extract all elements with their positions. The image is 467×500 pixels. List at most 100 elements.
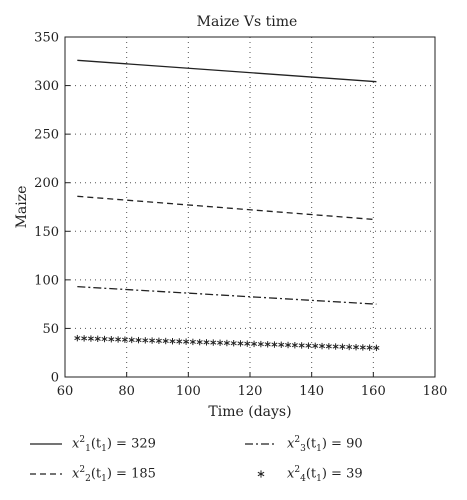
legend-swatch: [245, 443, 277, 445]
series-4-markers: [74, 334, 380, 352]
series-4-point: [332, 343, 339, 350]
legend-arg: (t: [90, 435, 102, 451]
legend-arg-sub: 1: [316, 473, 322, 484]
x-tick-label: 160: [361, 384, 386, 399]
legend-sub: 2: [85, 473, 91, 484]
chart: Maize Vs time 60 80 100 120 140 160 180 0 50 100…: [14, 14, 448, 420]
series-4-point: [366, 344, 373, 351]
x-tick-label: 80: [118, 384, 135, 399]
series-4-point: [237, 340, 244, 347]
legend-label: x22(t1) = 185: [72, 465, 156, 484]
x-tick-label: 60: [57, 384, 74, 399]
series-3-line: [77, 286, 377, 305]
x-tick-label: 180: [423, 384, 448, 399]
y-tick-label: 100: [34, 273, 59, 288]
legend-sub: 1: [85, 443, 91, 454]
legend-var: x: [287, 465, 295, 481]
legend-sup: 2: [79, 434, 86, 445]
legend-var: x: [72, 435, 80, 451]
legend-sup: 2: [294, 464, 301, 475]
legend-var: x: [287, 435, 295, 451]
legend-sup: 2: [79, 464, 86, 475]
series-4-point: [217, 339, 224, 346]
series-4-point: [278, 341, 285, 348]
series-4-point: [101, 335, 108, 343]
y-tick-label: 300: [34, 79, 59, 94]
series-4-point: [264, 341, 271, 348]
series-4-point: [189, 338, 196, 346]
series-4-point: [271, 341, 278, 348]
legend-item: x22(t1) = 185: [30, 464, 156, 484]
y-tick-label: 350: [34, 31, 59, 46]
series-4-point: [359, 344, 366, 351]
series-4-point: [257, 340, 264, 348]
y-tick-label: 0: [51, 371, 59, 386]
legend-sup: 2: [294, 434, 301, 445]
series-4-point: [169, 338, 176, 345]
series-4-point: [176, 338, 183, 345]
series-4-point: [196, 338, 203, 346]
legend-arg: (t: [90, 465, 102, 481]
series-4-point: [373, 344, 380, 352]
y-axis-label: Maize: [14, 186, 30, 229]
series-4-point: [87, 335, 94, 342]
series-4-point: [291, 342, 298, 349]
series-4-point: [155, 337, 162, 344]
grid: [65, 37, 435, 377]
series-4-point: [81, 335, 88, 342]
y-axis: 0 50 100 150 200 250 300 350: [34, 31, 70, 386]
legend-arg-sub: 1: [316, 443, 322, 454]
series-4-point: [223, 339, 230, 347]
legend-label: x23(t1) = 90: [287, 435, 363, 454]
legend-star-marker: [257, 470, 265, 478]
legend-item: x23(t1) = 90: [245, 434, 363, 454]
series-4-point: [353, 343, 360, 351]
x-tick-label: 120: [238, 384, 263, 399]
legend-sub: 3: [300, 443, 306, 454]
y-tick-label: 50: [42, 322, 59, 337]
series-4-point: [244, 340, 251, 347]
y-tick-label: 200: [34, 176, 59, 191]
legend-arg-sub: 1: [101, 473, 107, 484]
series-4-point: [128, 336, 135, 344]
series-4-point: [210, 339, 217, 346]
legend-arg: (t: [305, 465, 317, 481]
y-tick-label: 150: [34, 225, 59, 240]
legend-value: ) = 90: [321, 435, 363, 451]
legend-swatch: [30, 443, 62, 445]
x-axis-label: Time (days): [208, 404, 291, 420]
series-4-point: [319, 342, 326, 350]
series-4-point: [298, 342, 305, 349]
series-4-point: [251, 340, 258, 348]
legend: x21(t1) = 329 x23(t1) = 90 x22(t1) = 185 x2…: [30, 432, 450, 492]
series-2-line: [77, 195, 377, 221]
legend-swatch: [257, 470, 265, 478]
series-4-point: [230, 340, 237, 347]
x-tick-label: 140: [299, 384, 324, 399]
y-tick-label: 250: [34, 128, 59, 143]
series-4-point: [285, 341, 292, 349]
series-4-point: [183, 338, 190, 345]
legend-item: x24(t1) = 39: [245, 464, 363, 484]
legend-arg-sub: 1: [101, 443, 107, 454]
series-4-point: [339, 343, 346, 350]
x-axis: 60 80 100 120 140 160 180: [57, 372, 448, 399]
legend-sub: 4: [300, 473, 306, 484]
series-4-point: [142, 337, 149, 344]
series-4-point: [108, 336, 115, 343]
series-4-point: [203, 339, 210, 346]
series-4-point: [74, 334, 81, 342]
legend-var: x: [72, 465, 80, 481]
series-4-point: [94, 335, 101, 343]
series-1-line: [77, 59, 377, 83]
series-4-point: [115, 336, 122, 343]
legend-label: x21(t1) = 329: [72, 435, 156, 454]
series-4-point: [135, 336, 142, 344]
series-layer: [74, 59, 380, 352]
x-tick-label: 100: [176, 384, 201, 399]
series-4-point: [121, 336, 128, 343]
series-4-point: [312, 342, 319, 350]
legend-label: x24(t1) = 39: [287, 465, 363, 484]
series-4-point: [305, 342, 312, 349]
legend-value: ) = 185: [106, 465, 156, 481]
